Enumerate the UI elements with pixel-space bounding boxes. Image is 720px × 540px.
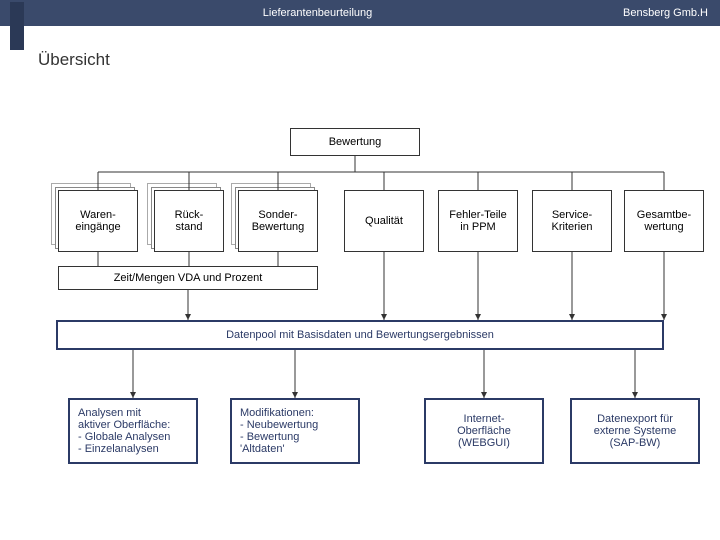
zeitmengen-box: Zeit/Mengen VDA und Prozent — [58, 266, 318, 290]
row1-qualitaet: Qualität — [344, 190, 424, 252]
row1-servicekriterien: Service- Kriterien — [532, 190, 612, 252]
bottom-datenexport: Datenexport für externe Systeme (SAP-BW) — [570, 398, 700, 464]
row1-wareneingaenge: Waren- eingänge — [58, 190, 138, 252]
row1-gesamtbewertung: Gesamtbe- wertung — [624, 190, 704, 252]
datenpool-box: Datenpool mit Basisdaten und Bewertungse… — [56, 320, 664, 350]
row1-rueckstand: Rück- stand — [154, 190, 224, 252]
row1-fehlerteile: Fehler-Teile in PPM — [438, 190, 518, 252]
diagram-canvas: Bewertung Waren- eingänge Rück- standSonde… — [0, 0, 720, 540]
bottom-internet: Internet- Oberfläche (WEBGUI) — [424, 398, 544, 464]
bottom-analysen: Analysen mit aktiver Oberfläche: - Globa… — [68, 398, 198, 464]
bewertung-box: Bewertung — [290, 128, 420, 156]
bottom-modifikationen: Modifikationen: - Neubewertung - Bewertu… — [230, 398, 360, 464]
row1-sonderbewertung: Sonder- Bewertung — [238, 190, 318, 252]
